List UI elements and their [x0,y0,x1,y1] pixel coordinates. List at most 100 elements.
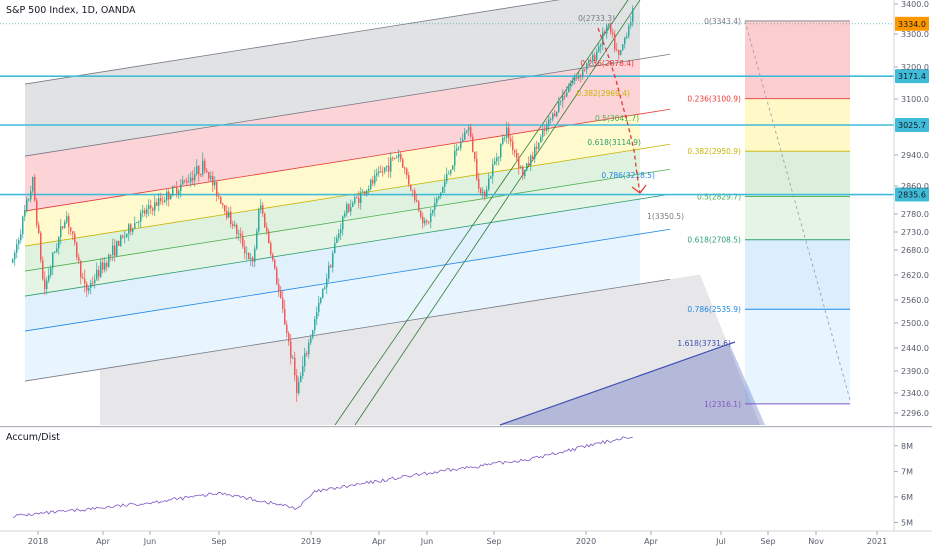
candle-body [320,297,322,303]
candle-body [540,136,542,143]
x-tick-label: Jun [143,537,157,546]
level-badge [895,187,929,202]
candle-body [344,213,346,217]
candle-body [464,131,466,140]
candle-body [246,252,248,254]
candle-body [396,157,398,159]
candle-body [502,137,504,144]
x-tick-label: Sep [760,537,775,546]
candle-body [628,25,630,37]
candle-body [196,166,198,175]
y-tick-label: 2340.0 [901,389,929,398]
candle-body [24,210,26,217]
candle-body [140,212,142,222]
candle-body [552,113,554,120]
candle-body [36,200,38,226]
candle-body [380,171,382,173]
candle-body [534,146,536,159]
candle-body [476,158,478,179]
candle-body [516,152,518,159]
candle-body [562,95,564,101]
candle-body [496,157,498,162]
candle-body [216,181,218,197]
candle-body [254,248,256,262]
candle-body [282,298,284,309]
candle-body [236,224,238,234]
candle-body [506,127,508,138]
candle-body [342,216,344,230]
candle-body [170,195,172,200]
fib-retracement-band [745,239,850,310]
candle-body [26,199,28,211]
candle-body [528,163,530,166]
y-tick-label: 3200.0 [901,63,929,72]
candle-body [336,238,338,243]
candle-body [546,125,548,131]
candle-body [504,137,506,139]
fib-channel-label: 0.5(3041.7) [595,114,639,123]
candle-body [574,76,576,81]
candle-body [178,191,180,194]
candle-body [234,224,236,226]
candle-body [376,173,378,176]
candle-body [392,157,394,159]
candle-body [262,205,264,214]
candle-body [386,165,388,168]
candle-body [290,341,292,358]
candle-body [508,127,510,139]
candle-body [264,213,266,228]
candle-body [274,259,276,269]
candle-body [512,141,514,151]
candle-body [220,196,222,204]
candle-body [194,174,196,181]
candle-body [312,330,314,338]
candle-body [472,136,474,152]
candle-body [206,170,208,173]
candle-body [538,142,540,149]
candle-body [556,111,558,117]
candle-body [572,80,574,84]
fib-channel-line [24,193,671,297]
candle-body [130,224,132,232]
candle-body [124,236,126,238]
candle-body [436,198,438,204]
candle-body [454,150,456,166]
candle-body [388,165,390,172]
candle-body [612,32,614,35]
projection-arrow [631,184,647,194]
chart-title: S&P 500 Index, 1D, OANDA [6,5,136,16]
candle-body [566,92,568,97]
candle-body [440,192,442,196]
candle-body [374,175,376,184]
candle-body [22,216,24,235]
candle-body [466,130,468,132]
price-plot-area[interactable]: 0(3343.4) 0.236(3100.9) 0.382(2950.9) 0.5(2… [0,0,894,426]
candle-body [166,191,168,201]
candle-body [302,366,304,376]
candle-body [296,375,298,394]
candle-body [86,283,88,291]
candle-body [188,181,190,183]
candle-body [48,275,50,281]
candle-body [548,119,550,126]
ad-y-tick-label: 6M [901,493,913,502]
candle-body [402,159,404,168]
candle-body [442,186,444,193]
projection-path [597,27,641,194]
candle-body [542,129,544,137]
candle-body [110,254,112,256]
candle-body [426,220,428,222]
candle-body [406,168,408,176]
candle-body [168,191,170,200]
candle-body [126,233,128,237]
candle-body [162,201,164,202]
candle-body [434,203,436,210]
fib-channel-line [24,168,671,272]
candle-body [378,171,380,174]
candle-body [96,269,98,280]
ad-y-tick-label: 8M [901,442,913,451]
candle-body [184,180,186,182]
x-tick-label: Jul [715,537,726,546]
